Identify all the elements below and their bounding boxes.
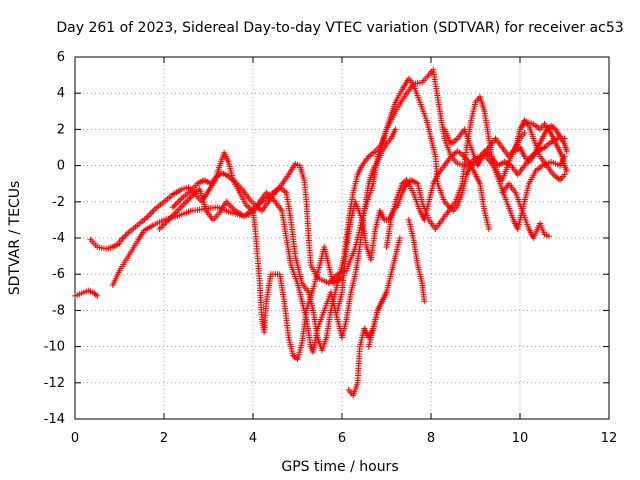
data-point-track-6 <box>183 198 190 205</box>
data-point-track-6 <box>156 225 163 232</box>
x-tick-label: 8 <box>427 431 435 446</box>
data-point-track-14 <box>551 125 558 132</box>
y-tick-label: -14 <box>44 412 65 427</box>
x-tick-label: 4 <box>249 431 257 446</box>
data-point-track-4 <box>147 210 154 217</box>
chart-title: Day 261 of 2023, Sidereal Day-to-day VTE… <box>56 20 623 36</box>
x-axis-label: GPS time / hours <box>281 459 398 475</box>
data-point-track-11 <box>421 298 428 305</box>
data-point-track-1 <box>92 291 99 298</box>
data-point-track-6 <box>226 201 233 208</box>
data-point-track-6 <box>227 203 234 210</box>
y-tick-label: -12 <box>44 376 65 391</box>
x-tick-label: 0 <box>71 431 79 446</box>
data-point-track-6 <box>180 201 187 208</box>
data-point-track-6 <box>175 206 182 213</box>
y-tick-label: -10 <box>44 340 65 355</box>
axis-ticks: 0 2 4 6 8 10 12 -14 -12 -10 -8 -6 -4 -2 0 2 4 6 <box>44 50 618 446</box>
data-point-track-5 <box>177 196 184 203</box>
data-point-track-1 <box>94 292 101 299</box>
data-point-track-6 <box>181 200 188 207</box>
y-tick-label: 4 <box>57 86 65 101</box>
data-point-track-5 <box>169 204 176 211</box>
data-point-track-15 <box>563 168 570 175</box>
data-point-track-15 <box>522 120 529 127</box>
grid <box>75 57 609 419</box>
data-points <box>72 66 570 399</box>
y-axis-label: SDTVAR / TECUs <box>7 181 23 296</box>
data-point-track-4 <box>120 234 127 241</box>
data-point-track-4 <box>144 213 151 220</box>
y-tick-label: 2 <box>57 122 65 137</box>
data-point-track-6 <box>166 215 173 222</box>
data-point-track-5 <box>171 202 178 209</box>
data-point-track-5 <box>174 199 181 206</box>
data-point-track-6 <box>178 203 185 210</box>
x-tick-label: 12 <box>601 431 618 446</box>
data-point-track-8 <box>396 235 403 241</box>
data-point-track-6 <box>159 222 166 229</box>
data-point-track-6 <box>158 224 165 231</box>
data-point-track-4 <box>146 212 153 219</box>
y-tick-label: 6 <box>57 50 65 65</box>
data-point-track-4 <box>150 207 157 214</box>
y-tick-label: 0 <box>57 159 65 174</box>
data-point-track-3 <box>521 130 528 137</box>
y-tick-label: -6 <box>52 267 65 282</box>
data-point-track-4 <box>119 235 126 242</box>
y-tick-label: -4 <box>52 231 65 246</box>
data-point-track-5 <box>485 225 492 232</box>
x-tick-label: 10 <box>512 431 529 446</box>
y-tick-label: -2 <box>52 195 65 210</box>
data-point-track-10 <box>402 178 409 185</box>
data-point-track-6 <box>172 209 179 216</box>
data-point-track-9 <box>383 289 390 296</box>
x-tick-label: 2 <box>160 431 168 446</box>
data-point-track-4 <box>149 209 156 216</box>
y-tick-label: -8 <box>52 303 65 318</box>
x-tick-label: 6 <box>338 431 346 446</box>
data-point-track-14 <box>563 148 570 155</box>
data-point-track-6 <box>229 204 236 211</box>
data-point-track-6 <box>177 204 184 211</box>
data-point-track-5 <box>175 198 182 205</box>
data-point-track-13 <box>545 233 552 240</box>
data-point-track-6 <box>392 126 399 133</box>
data-point-track-4 <box>123 231 130 238</box>
data-point-track-5 <box>172 201 179 208</box>
data-point-track-12 <box>561 171 568 178</box>
